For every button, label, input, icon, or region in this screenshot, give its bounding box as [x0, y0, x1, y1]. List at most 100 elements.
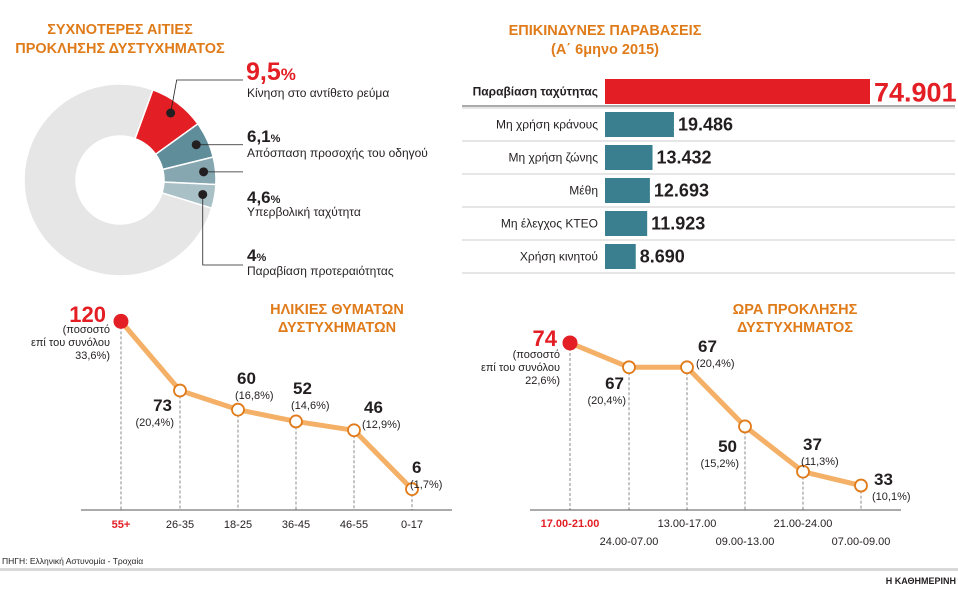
bar-label-3: Μη χρήση ζώνης [508, 151, 598, 165]
violations-title-line1: ΕΠΙΚΙΝΔΥΝΕΣ ΠΑΡΑΒΑΣΕΙΣ [509, 23, 702, 39]
svg-text:4%: 4% [247, 246, 266, 265]
hour-value-3: 67 [698, 337, 717, 356]
bar-value-5: 11.923 [651, 214, 705, 234]
age-note-line-3: 33,6%) [75, 350, 110, 362]
hour-value-2: 67 [605, 374, 624, 393]
donut-leader-4 [202, 194, 243, 266]
bar-4 [605, 178, 650, 203]
hour-point-2 [622, 360, 636, 375]
hour-tick-4: 09.00-13.00 [716, 536, 775, 548]
hour-tick-5: 21.00-24.00 [774, 518, 833, 530]
bar-5 [605, 211, 648, 236]
age-tick-4: 36-45 [282, 519, 310, 531]
age-point-1 [113, 313, 129, 329]
age-note-line-1: (ποσοστό [63, 324, 110, 336]
hour-pct-6: (10,1%) [872, 491, 911, 503]
hour-point-4 [738, 419, 752, 434]
age-value-6: 6 [412, 458, 421, 477]
age-point-4 [289, 414, 303, 429]
hour-pct-2: (20,4%) [587, 395, 626, 407]
cause-value-3: 4,6 [247, 188, 271, 207]
age-point-5 [347, 423, 361, 438]
cause-label-3: 4,6% Υπερβολική ταχύτητα [247, 188, 361, 219]
hour-series-line [569, 340, 862, 488]
age-value-4: 52 [293, 379, 312, 398]
cause-pct-2: % [271, 133, 281, 145]
hour-tick-1: 17.00-21.00 [541, 518, 600, 530]
svg-text:4,6%: 4,6% [247, 188, 281, 207]
cause-pct-4: % [256, 252, 266, 264]
hour-tick-2: 24.00-07.00 [600, 536, 659, 548]
age-tick-2: 26-35 [166, 519, 194, 531]
cause-label-4: 4% Παραβίαση προτεραιότητας [247, 246, 394, 278]
age-value-3: 60 [237, 369, 256, 388]
age-point-3 [231, 402, 245, 417]
hours-title-line1: ΩΡΑ ΠΡΟΚΛΗΣΗΣ [733, 302, 858, 318]
hour-point-6 [854, 478, 868, 493]
bar-label-6: Χρήση κινητού [520, 250, 598, 264]
age-pct-5: (12,9%) [362, 419, 401, 431]
hour-value-4: 50 [718, 437, 737, 456]
svg-text:9,5%: 9,5% [246, 58, 296, 86]
hour-tick-3: 13.00-17.00 [658, 518, 717, 530]
donut-slice-other [23, 83, 213, 277]
age-point-6 [405, 482, 419, 497]
cause-text-4: Παραβίαση προτεραιότητας [247, 264, 394, 278]
hour-note-line-1: (ποσοστό [513, 349, 560, 361]
hour-tick-6: 07.00-09.00 [832, 536, 891, 548]
cause-label-1: 9,5% Κίνηση στο αντίθετο ρεύμα [246, 58, 389, 100]
cause-pct-3: % [271, 194, 281, 206]
cause-text-3: Υπερβολική ταχύτητα [247, 205, 361, 219]
age-value-5: 46 [364, 398, 383, 417]
hour-value-6: 33 [874, 470, 893, 489]
bar-value-2: 19.486 [678, 115, 733, 135]
ages-title-line2: ΔΥΣΤΥΧΗΜΑΤΩΝ [278, 320, 396, 336]
age-tick-1: 55+ [112, 519, 131, 531]
hour-note-line-2: επί του συνόλου [481, 362, 560, 374]
hour-value-1: 74 [533, 326, 558, 351]
bar-1 [605, 79, 870, 104]
donut-leader-dot-3 [199, 167, 209, 177]
bar-value-6: 8.690 [640, 247, 685, 267]
age-point-2 [173, 383, 187, 398]
bar-label-2: Μη χρήση κράνους [496, 118, 598, 132]
footer-rule [0, 568, 958, 571]
age-pct-4: (14,6%) [291, 400, 330, 412]
age-tick-6: 0-17 [401, 519, 423, 531]
hour-point-1 [562, 335, 578, 351]
ages-title-line1: ΗΛΙΚΙΕΣ ΘΥΜΑΤΩΝ [270, 302, 404, 318]
cause-value-4: 4 [247, 246, 257, 265]
ages-line-chart: 55+ 26-35 18-25 36-45 46-55 0-17 120(ποσοστόεπ… [31, 302, 452, 531]
publisher-name: Η ΚΑΘΗΜΕΡΙΝΗ [886, 576, 956, 586]
age-note-line-2: επί του συνόλου [31, 337, 110, 349]
violations-bars: Παραβίαση ταχύτητας 74.901 Μη χρήση κράνου… [462, 78, 957, 274]
bar-label-5: Μη έλεγχος ΚΤΕΟ [501, 217, 598, 231]
hour-point-3 [680, 360, 694, 375]
bar-3 [605, 145, 653, 170]
cause-text-2: Απόσπαση προσοχής του οδηγού [247, 146, 428, 160]
age-tick-3: 18-25 [224, 519, 252, 531]
hour-pct-5: (11,3%) [801, 456, 839, 468]
cause-text-1: Κίνηση στο αντίθετο ρεύμα [247, 86, 389, 100]
donut-leader-dot-1 [166, 108, 176, 118]
hour-value-5: 37 [803, 435, 822, 454]
violations-panel: ΕΠΙΚΙΝΔΥΝΕΣ ΠΑΡΑΒΑΣΕΙΣ (Α΄ 6μηνο 2015) Π… [462, 23, 957, 274]
bar-value-1: 74.901 [874, 78, 957, 108]
cause-label-2: 6,1% Απόσπαση προσοχής του οδηγού [247, 127, 428, 160]
hours-panel: ΩΡΑ ΠΡΟΚΛΗΣΗΣ ΔΥΣΤΥΧΗΜΑΤΟΣ 17.00-21.0024… [481, 302, 911, 548]
age-series-line [119, 319, 414, 491]
source-note: ΠΗΓΗ: Ελληνική Αστυνομία - Τροχαία [2, 556, 143, 566]
cause-value-2: 6,1 [247, 127, 271, 146]
donut-leader-1 [170, 79, 243, 114]
bar-label-4: Μέθη [569, 184, 598, 198]
age-value-1: 120 [69, 302, 106, 327]
hours-title-line2: ΔΥΣΤΥΧΗΜΑΤΟΣ [737, 320, 853, 336]
bar-value-3: 13.432 [657, 148, 712, 168]
age-pct-2: (20,4%) [135, 417, 174, 429]
age-value-2: 73 [153, 396, 172, 415]
bar-6 [605, 244, 636, 269]
hour-pct-4: (15,2%) [700, 458, 739, 470]
age-tick-5: 46-55 [340, 519, 368, 531]
hour-point-5 [796, 464, 810, 479]
